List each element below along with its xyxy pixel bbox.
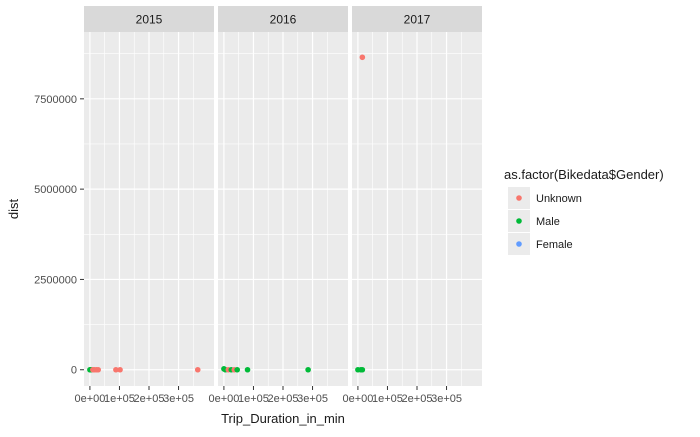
x-tick-label: 0e+00 <box>342 393 373 405</box>
data-point-male <box>359 366 366 373</box>
y-tick-label: 7500000 <box>34 94 77 106</box>
legend-key-unknown <box>516 195 522 201</box>
y-axis-title: dist <box>6 198 21 219</box>
legend-label-unknown: Unknown <box>536 193 582 205</box>
facet-strip-2015 <box>84 6 214 32</box>
x-tick-label: 2e+05 <box>402 393 433 405</box>
facet-label-2017: 2017 <box>404 13 431 27</box>
facet-strip-2016 <box>218 6 348 32</box>
data-point-unknown <box>194 366 201 373</box>
x-tick-label: 2e+05 <box>268 393 299 405</box>
x-tick-label: 2e+05 <box>134 393 165 405</box>
legend-label-female: Female <box>536 239 573 251</box>
legend-label-male: Male <box>536 216 560 228</box>
y-tick-label: 2500000 <box>34 274 77 286</box>
data-point-male <box>305 366 311 373</box>
data-point-unknown <box>95 366 101 373</box>
data-point-male <box>234 366 241 373</box>
facet-strip-2017 <box>352 6 482 32</box>
x-tick-label: 0e+00 <box>208 393 239 405</box>
x-tick-label: 0e+00 <box>74 393 105 405</box>
facet-label-2016: 2016 <box>270 13 297 27</box>
x-tick-label: 1e+05 <box>372 393 403 405</box>
x-tick-label: 3e+05 <box>431 393 462 405</box>
y-tick-label: 5000000 <box>34 184 77 196</box>
facet-label-2015: 2015 <box>136 13 163 27</box>
legend-key-male <box>516 218 522 224</box>
x-tick-label: 1e+05 <box>238 393 269 405</box>
data-point-male <box>244 366 251 373</box>
x-axis-title: Trip_Duration_in_min <box>221 411 345 426</box>
data-point-unknown <box>117 366 123 373</box>
x-tick-label: 3e+05 <box>163 393 194 405</box>
y-tick-label: 0 <box>71 365 77 377</box>
data-point-unknown <box>359 54 366 61</box>
x-tick-label: 3e+05 <box>297 393 328 405</box>
data-point-unknown <box>113 366 119 373</box>
x-tick-label: 1e+05 <box>104 393 135 405</box>
legend-key-female <box>516 241 522 247</box>
legend-title: as.factor(Bikedata$Gender) <box>504 167 664 182</box>
